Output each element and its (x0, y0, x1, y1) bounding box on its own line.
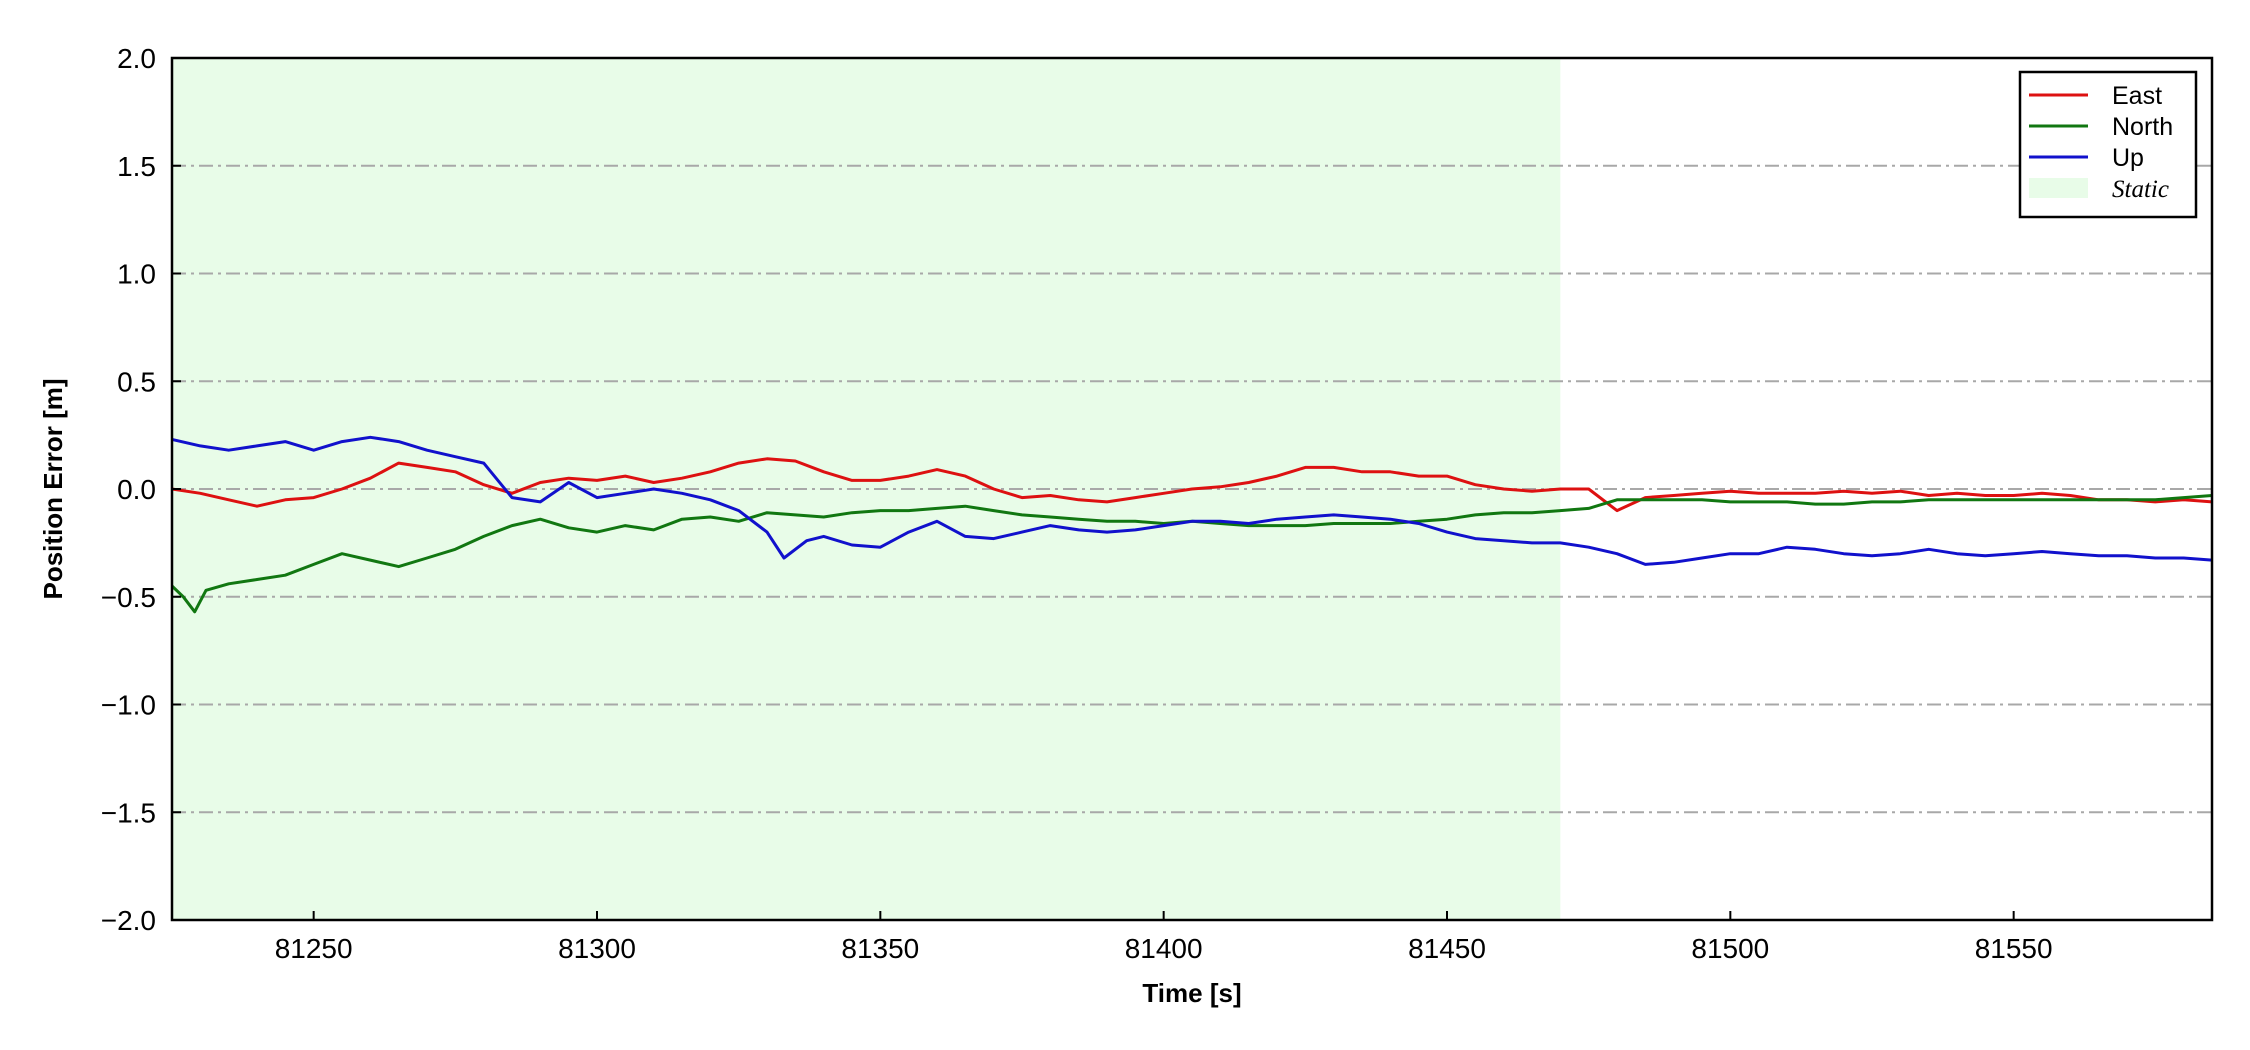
y-tick-label: 0.5 (117, 366, 156, 397)
axis-ticks: 81250 81300 81350 81400 81450 81500 81550 2.0 1.… (101, 43, 2053, 964)
legend-swatch-static (2029, 178, 2088, 198)
y-tick-label: −2.0 (101, 905, 156, 936)
y-tick-label: 2.0 (117, 43, 156, 74)
x-tick-label: 81350 (841, 933, 919, 964)
series-lines (170, 435, 2213, 614)
x-tick-label: 81300 (558, 933, 636, 964)
series-line-east (171, 457, 2213, 513)
x-tick-label: 81450 (1408, 933, 1486, 964)
y-axis-label: Position Error [m] (38, 378, 68, 599)
legend-label-static: Static (2112, 176, 2169, 203)
y-tick-label: 1.0 (117, 259, 156, 290)
series-line-up (171, 435, 2213, 566)
series-line-north (170, 494, 2213, 614)
y-tick-label: −1.0 (101, 690, 156, 721)
y-tick-label: 1.5 (117, 151, 156, 182)
x-tick-label: 81500 (1691, 933, 1769, 964)
legend-label-east: East (2112, 82, 2162, 110)
x-tick-label: 81250 (275, 933, 353, 964)
x-tick-label: 81400 (1125, 933, 1203, 964)
y-tick-label: 0.0 (117, 474, 156, 505)
legend-label-up: Up (2112, 144, 2144, 172)
x-axis-label: Time [s] (1142, 978, 1241, 1008)
y-tick-label: −0.5 (101, 582, 156, 613)
x-tick-label: 81550 (1975, 933, 2053, 964)
legend: East North Up Static (2018, 70, 2198, 219)
legend-label-north: North (2112, 113, 2173, 141)
y-tick-label: −1.5 (101, 797, 156, 828)
